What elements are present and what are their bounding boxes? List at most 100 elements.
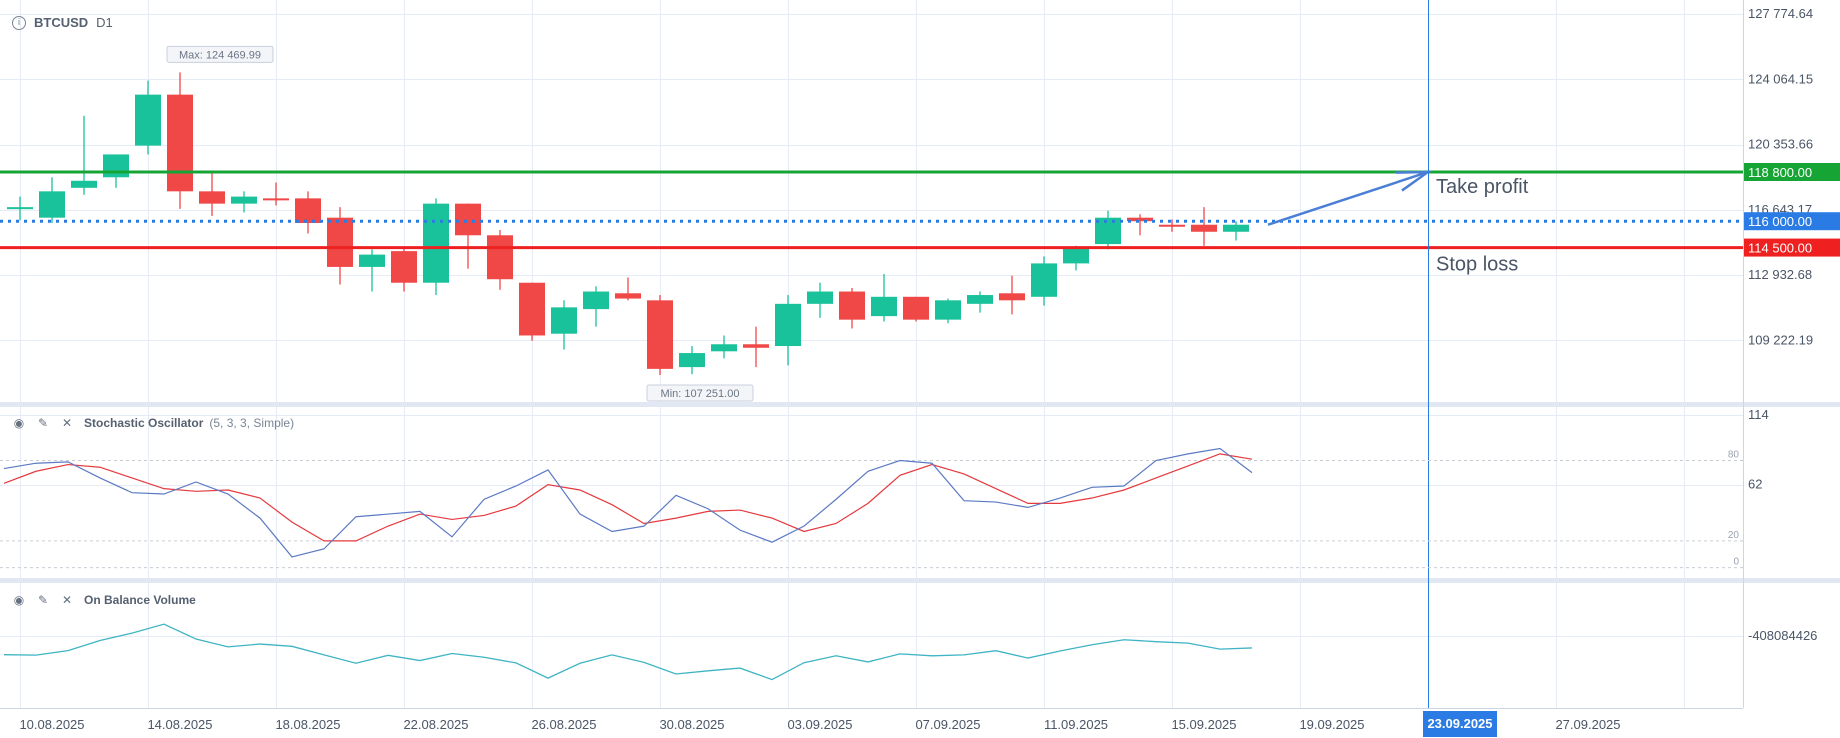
price-tick-label: 120 353.66 <box>1748 137 1813 152</box>
wrench-icon[interactable]: ✎ <box>37 416 49 430</box>
candle-body <box>7 207 33 210</box>
take-profit-price-label: 118 800.00 <box>1748 165 1812 180</box>
price-tick-label: 124 064.15 <box>1748 71 1813 86</box>
date-tick-label: 07.09.2025 <box>915 717 980 732</box>
stochastic-level-label: 20 <box>1728 530 1740 541</box>
stop-loss-text: Stop loss <box>1436 254 1518 276</box>
wrench-icon[interactable]: ✎ <box>37 593 49 607</box>
date-tick-label: 18.08.2025 <box>275 717 340 732</box>
candle <box>167 72 193 209</box>
stop-loss-price-box <box>1744 238 1840 257</box>
candle <box>935 298 961 324</box>
candle <box>551 300 577 350</box>
highlighted-date-label: 23.09.2025 <box>1427 716 1492 731</box>
candle <box>903 296 929 322</box>
candle-body <box>1031 263 1057 297</box>
max-price-label-box <box>166 45 274 63</box>
max-price-label: Max: 124 469.99 <box>166 45 274 63</box>
candle <box>967 291 993 313</box>
eye-icon[interactable]: ◉ <box>13 416 25 430</box>
candle <box>1031 256 1057 306</box>
close-icon[interactable]: ✕ <box>61 593 73 607</box>
stochastic-d-line <box>3 453 1253 542</box>
candle-body <box>71 180 97 188</box>
stop-loss-price-label: 114 500.00 <box>1748 241 1812 256</box>
current-price-price-box <box>1744 212 1840 231</box>
candle <box>1159 219 1185 232</box>
candle <box>999 275 1025 315</box>
symbol-label: BTCUSD <box>34 15 89 30</box>
candle <box>263 182 289 206</box>
candle-body <box>487 235 513 280</box>
candle <box>839 288 865 329</box>
candle <box>487 230 513 290</box>
candle-body <box>871 296 897 317</box>
candle <box>871 273 897 322</box>
candle-body <box>711 344 737 352</box>
candle-body <box>1063 247 1089 264</box>
info-icon[interactable]: i <box>12 15 26 30</box>
panel-separator <box>0 402 1840 407</box>
forecast-arrow <box>1267 170 1433 226</box>
candle-body <box>231 196 257 204</box>
candle-body <box>391 251 417 283</box>
date-tick-label: 15.09.2025 <box>1171 717 1236 732</box>
candle <box>807 282 833 318</box>
candle <box>1223 221 1249 241</box>
take-profit-price-box <box>1744 162 1840 181</box>
candle <box>743 326 769 368</box>
date-tick-label: 03.09.2025 <box>787 717 852 732</box>
candle <box>327 207 353 285</box>
candle <box>199 171 225 216</box>
candle <box>679 346 705 375</box>
candle-body <box>135 94 161 146</box>
candle-body <box>327 217 353 267</box>
candle-body <box>455 203 481 236</box>
candle-body <box>775 303 801 347</box>
date-tick-label: 14.08.2025 <box>147 717 212 732</box>
candle-body <box>647 300 673 369</box>
min-price-label-box <box>646 384 754 402</box>
panel-separator <box>0 578 1840 583</box>
eye-icon[interactable]: ◉ <box>13 593 25 607</box>
current-price-price-label: 116 000.00 <box>1748 214 1812 229</box>
candle <box>583 286 609 327</box>
forecast-arrow-line <box>1267 170 1429 226</box>
date-tick-label: 11.09.2025 <box>1044 717 1108 732</box>
candle <box>455 203 481 269</box>
candle-body <box>167 94 193 192</box>
candle-body <box>199 191 225 204</box>
candle <box>775 295 801 366</box>
candle <box>423 198 449 296</box>
candle-body <box>903 296 929 320</box>
candle-body <box>1095 217 1121 245</box>
candle <box>647 295 673 376</box>
candle <box>391 247 417 292</box>
candle <box>71 115 97 195</box>
date-tick-label: 26.08.2025 <box>531 717 596 732</box>
candle-body <box>359 254 385 267</box>
candle-body <box>551 307 577 334</box>
candle <box>7 196 33 221</box>
grid-lines <box>0 0 1743 708</box>
candle-body <box>967 295 993 304</box>
symbol-header: i BTCUSD D1 <box>12 15 113 30</box>
candle-body <box>583 291 609 310</box>
candle-body <box>423 203 449 283</box>
candle-body <box>263 198 289 201</box>
date-tick-label: 19.09.2025 <box>1299 717 1364 732</box>
date-tick-label: 22.08.2025 <box>403 717 468 732</box>
candle <box>1127 214 1153 236</box>
candle <box>1095 210 1121 250</box>
candle-body <box>999 293 1025 301</box>
candle-body <box>519 282 545 336</box>
candle <box>135 80 161 155</box>
stochastic-level-label: 80 <box>1728 450 1740 461</box>
candle-body <box>295 198 321 223</box>
obv-title: On Balance Volume <box>84 593 196 607</box>
date-tick-label: 30.08.2025 <box>659 717 724 732</box>
candle-body <box>1127 217 1153 222</box>
close-icon[interactable]: ✕ <box>61 416 73 430</box>
timeframe-label: D1 <box>96 15 113 30</box>
